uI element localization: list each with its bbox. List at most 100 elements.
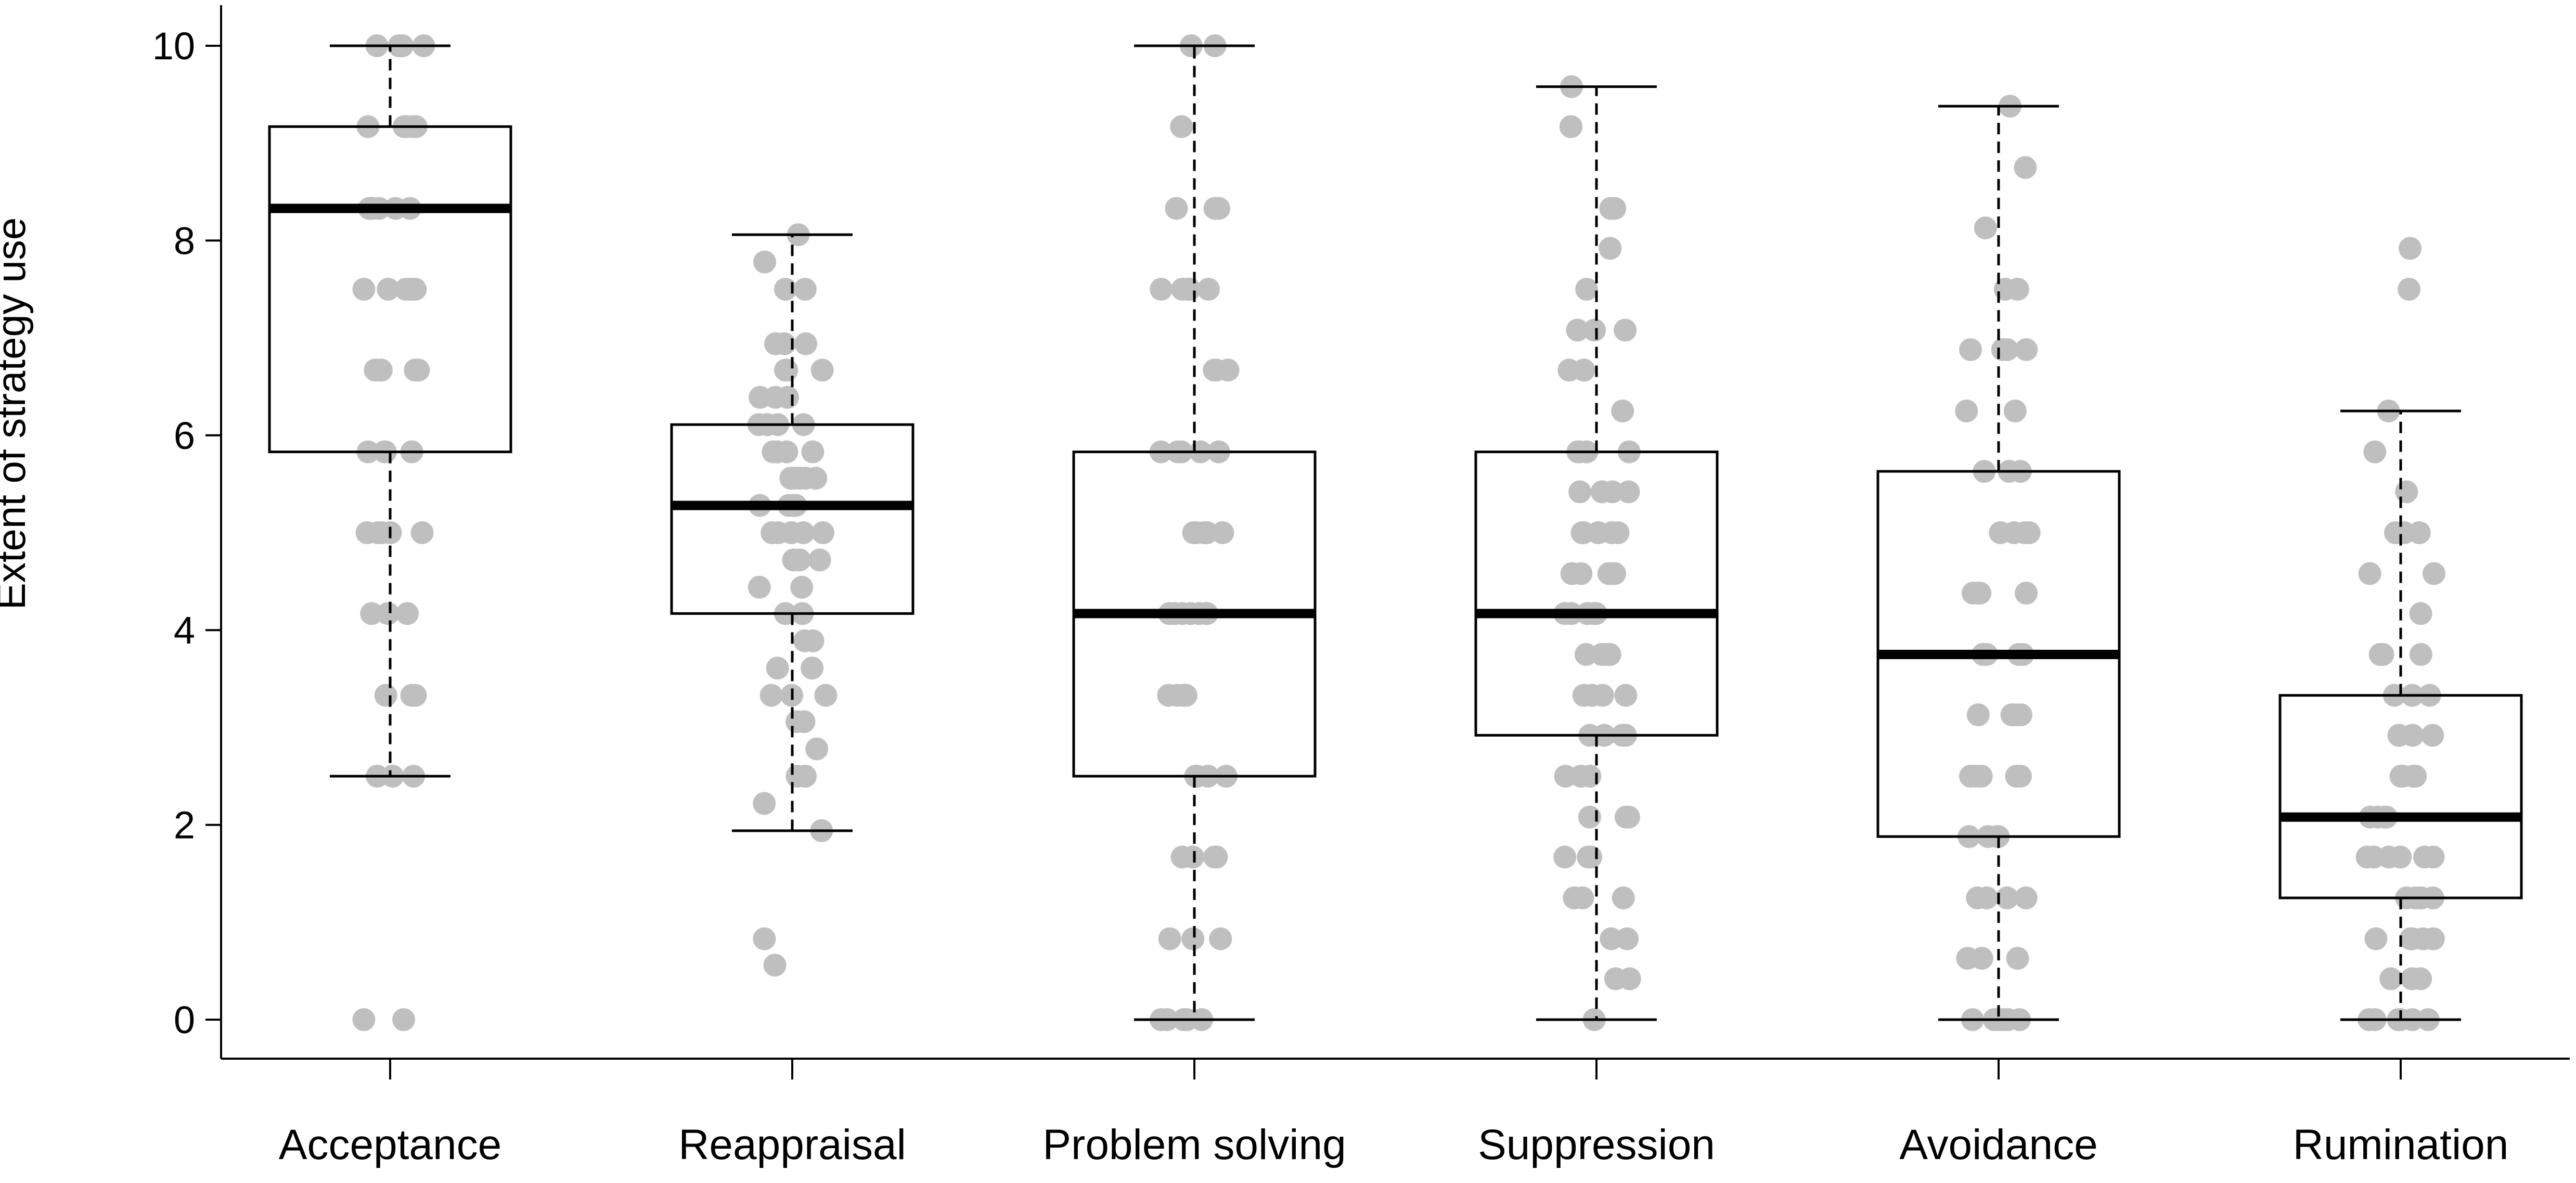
- data-point: [1989, 521, 2012, 544]
- data-point: [2422, 562, 2445, 585]
- x-tick-label: Reappraisal: [678, 1121, 906, 1168]
- data-point: [790, 575, 814, 599]
- data-point: [1599, 237, 1622, 260]
- data-point: [1203, 197, 1227, 220]
- data-point: [762, 440, 785, 464]
- data-point: [1158, 927, 1181, 950]
- data-point: [1590, 643, 1613, 666]
- data-point: [2409, 602, 2432, 625]
- data-point: [1591, 684, 1614, 707]
- data-point: [1991, 338, 2014, 362]
- data-point: [2006, 947, 2029, 970]
- data-point: [1617, 805, 1640, 829]
- box-suppression: [1474, 85, 1719, 1021]
- data-point: [1600, 927, 1623, 950]
- data-point: [812, 521, 834, 544]
- y-tick-label: 2: [174, 804, 195, 847]
- data-point: [1557, 358, 1581, 382]
- data-point: [1974, 216, 1997, 240]
- data-point: [2364, 927, 2388, 950]
- box-acceptance: [268, 44, 512, 778]
- data-point: [2407, 521, 2431, 544]
- data-point: [376, 602, 400, 625]
- x-tick-label: Problem solving: [1042, 1121, 1346, 1168]
- data-point: [780, 521, 803, 544]
- x-tick-label: Acceptance: [279, 1121, 502, 1168]
- box-reappraisal: [670, 233, 915, 832]
- data-point: [793, 278, 817, 301]
- data-point: [2013, 521, 2037, 544]
- data-point: [808, 548, 831, 572]
- data-point: [1570, 521, 1594, 544]
- data-point: [814, 684, 838, 707]
- data-point: [1150, 278, 1173, 301]
- data-point: [394, 278, 418, 301]
- data-point: [400, 684, 423, 707]
- boxes: [268, 44, 2523, 1021]
- data-point: [1603, 562, 1626, 585]
- data-point: [1170, 115, 1193, 138]
- data-point: [2422, 927, 2445, 950]
- data-point: [775, 358, 798, 382]
- data-point: [772, 332, 796, 355]
- box-body: [268, 125, 512, 454]
- data-point: [2362, 845, 2386, 869]
- data-point: [1554, 765, 1577, 788]
- data-point: [1966, 886, 1989, 909]
- data-point: [2014, 886, 2038, 909]
- data-points: [352, 34, 2445, 1031]
- data-point: [2379, 967, 2403, 991]
- data-point: [1197, 278, 1220, 301]
- data-point: [1969, 765, 1993, 788]
- data-point: [2384, 521, 2407, 544]
- data-point: [759, 684, 783, 707]
- data-point: [2368, 643, 2392, 666]
- x-tick-label: Avoidance: [1899, 1121, 2097, 1168]
- data-point: [1955, 400, 1978, 422]
- data-point: [377, 278, 400, 301]
- data-point: [2400, 967, 2424, 991]
- data-point: [1577, 845, 1600, 869]
- data-point: [793, 629, 817, 652]
- data-point: [2014, 156, 2037, 179]
- data-point: [792, 710, 816, 734]
- data-point: [1578, 765, 1602, 788]
- data-point: [396, 602, 419, 625]
- data-point: [1604, 967, 1627, 991]
- data-point: [1165, 197, 1188, 220]
- data-point: [2363, 440, 2387, 464]
- data-point: [2015, 338, 2038, 362]
- data-point: [352, 278, 376, 301]
- y-axis-label: Extent of strategy use: [0, 217, 34, 610]
- data-point: [764, 385, 787, 409]
- data-point: [1157, 684, 1180, 707]
- data-point: [1211, 521, 1234, 544]
- data-point: [2003, 400, 2027, 422]
- x-tick-label: Rumination: [2293, 1121, 2509, 1168]
- data-point: [1560, 115, 1583, 138]
- y-tick-label: 4: [174, 609, 195, 652]
- data-point: [1575, 278, 1599, 301]
- data-point: [1553, 845, 1577, 869]
- data-point: [1995, 886, 2019, 909]
- data-point: [2404, 765, 2427, 788]
- data-point: [2399, 237, 2422, 260]
- data-point: [1587, 521, 1610, 544]
- data-point: [766, 657, 789, 680]
- data-point: [2358, 562, 2381, 585]
- data-point: [1612, 886, 1635, 909]
- data-point: [374, 684, 397, 707]
- data-point: [753, 927, 776, 950]
- y-tick-label: 6: [174, 414, 195, 457]
- data-point: [1560, 562, 1583, 585]
- box-problem-solving: [1072, 44, 1317, 1021]
- data-point: [1970, 947, 1993, 970]
- data-point: [753, 792, 776, 815]
- data-point: [1195, 521, 1218, 544]
- data-point: [2388, 724, 2411, 747]
- data-point: [801, 657, 824, 680]
- data-point: [753, 250, 776, 274]
- data-point: [1616, 927, 1639, 950]
